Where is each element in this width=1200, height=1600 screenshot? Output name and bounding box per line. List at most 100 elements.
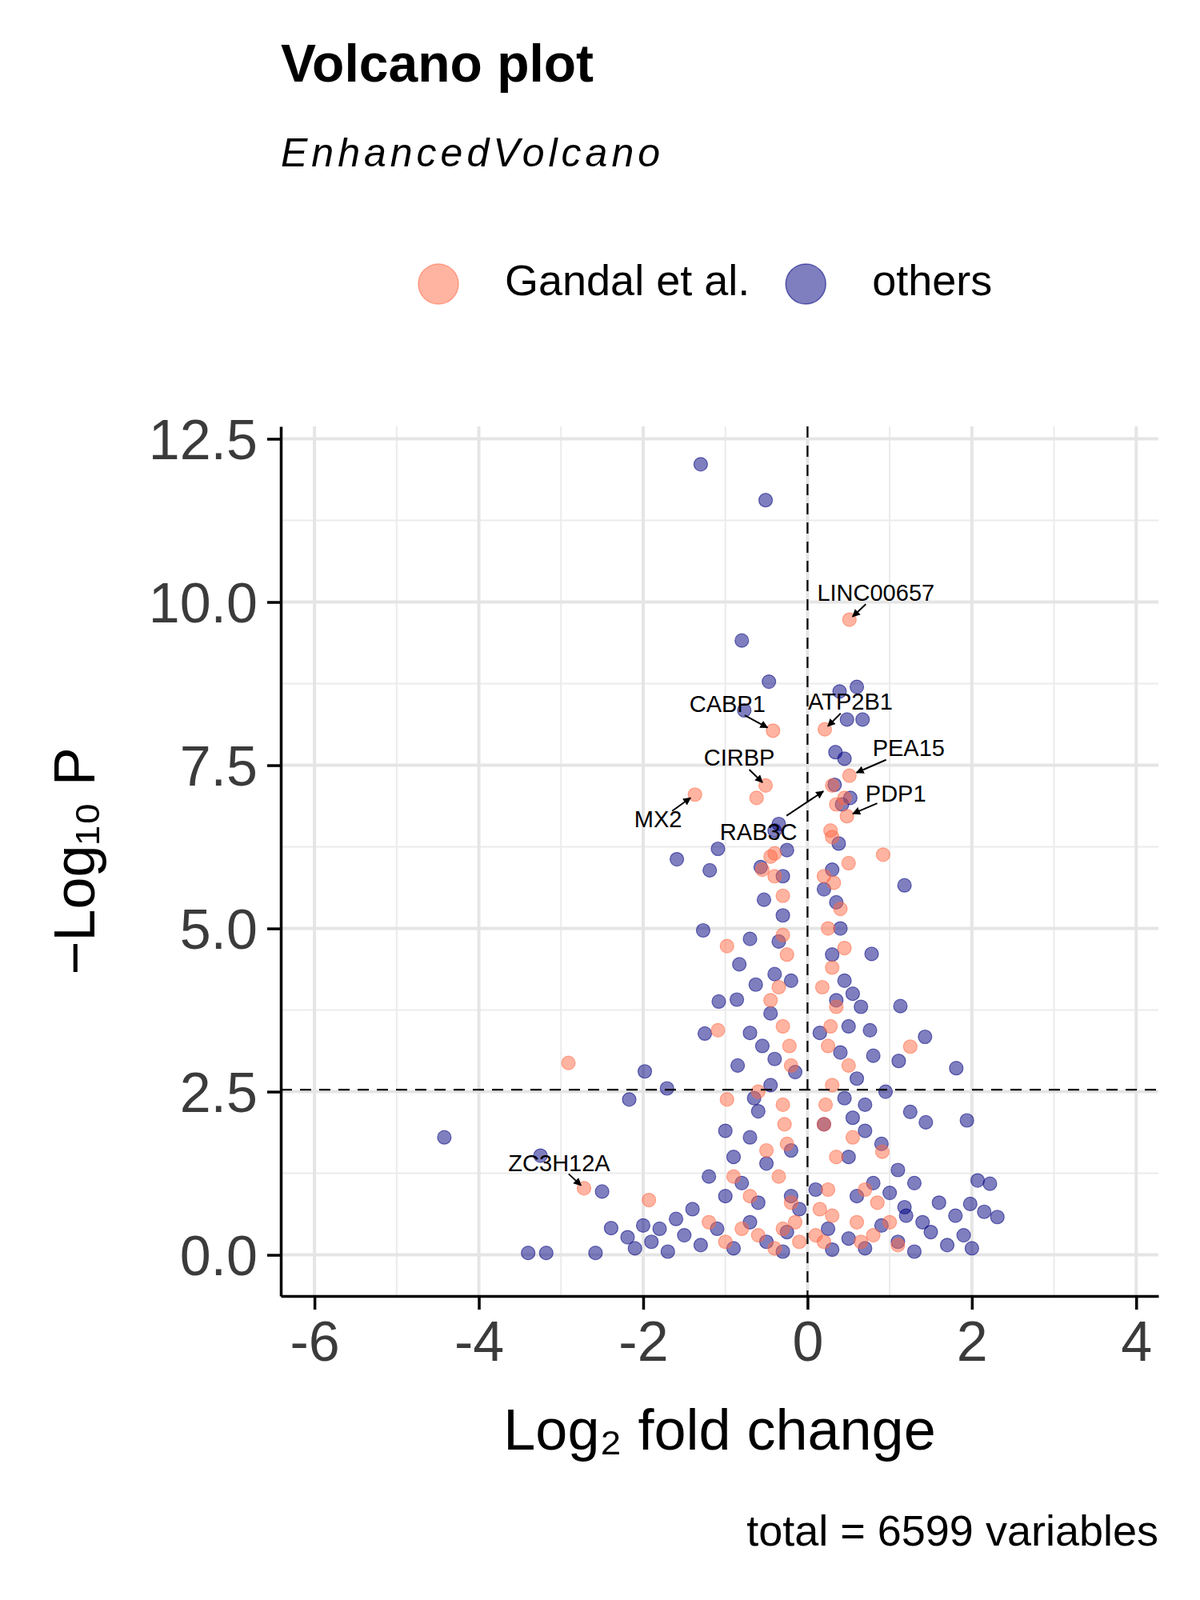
point [907,1244,921,1259]
point [784,1196,798,1210]
point [756,892,771,907]
point [604,1221,618,1236]
point [743,932,757,946]
point [866,1228,880,1243]
point [864,947,879,961]
grid-line-x [641,426,645,1296]
point [842,768,856,783]
point [718,1124,732,1138]
point [755,1039,769,1053]
point [718,1189,732,1204]
point [815,980,829,995]
point [883,1215,897,1229]
point [561,1056,576,1070]
annotations: LINC00657CABP1ATP2B1PEA15CIRBPPDP1RAB3CM… [508,580,945,1176]
tick-label: 0 [792,1310,824,1373]
point [825,830,840,844]
point [780,1136,794,1151]
cutoff-line-x [806,426,808,1296]
point [788,1215,802,1229]
minor-grid-line-y [280,520,1159,522]
point [780,843,794,857]
point [720,939,734,953]
point [730,992,744,1007]
point [916,1215,930,1229]
grid-line-y [280,600,1159,604]
tick-label: 4 [1120,1310,1152,1373]
minor-grid-line-x [888,426,891,1296]
legend-marker [418,264,459,304]
point [726,1150,740,1164]
tick-label: -2 [618,1310,668,1373]
annotation-label: CIRBP [704,744,776,771]
point [638,1064,652,1079]
minor-grid-line-y [280,1172,1159,1175]
point [768,1241,782,1256]
point [829,1000,844,1014]
point [903,1104,917,1119]
point [698,1026,712,1040]
tick: 0.0 [180,1224,281,1288]
point [854,1000,868,1014]
point [821,1039,836,1053]
point [854,1235,868,1249]
point [825,960,840,975]
point [863,1023,877,1037]
point [764,993,778,1008]
point [437,1130,452,1144]
point [841,856,856,870]
point [693,1238,708,1252]
point [776,1019,790,1033]
point [760,1156,774,1171]
point [759,493,773,508]
point [772,1169,786,1184]
point [702,1169,716,1184]
point [696,924,710,938]
point [827,876,841,890]
point [792,1235,807,1249]
point [858,1124,872,1138]
series-points [561,612,917,1256]
tick: -2 [618,1296,668,1373]
point [731,1058,745,1072]
legend: Gandal et al.others [418,256,992,304]
point [821,1221,836,1236]
point [748,977,763,992]
point [521,1246,536,1260]
chart: LINC00657CABP1ATP2B1PEA15CIRBPPDP1RAB3CM… [0,0,1200,1600]
point [825,948,840,962]
point [732,957,747,972]
point [755,863,769,877]
tick: 0 [792,1296,824,1373]
point [845,987,860,1001]
tick-mark [267,927,281,931]
tick-mark [267,1090,281,1094]
point [743,1130,757,1144]
point [693,457,708,472]
tick-mark [267,600,281,604]
point [932,1196,946,1210]
point [883,1186,897,1200]
point [956,1228,971,1243]
point [726,1169,740,1184]
point [837,941,852,956]
tick-mark [267,1253,281,1257]
tick-mark [971,1296,975,1310]
point [782,1039,796,1053]
point [712,994,726,1008]
point [644,1235,659,1249]
point [837,973,852,988]
point [777,1117,792,1132]
tick: 5.0 [180,898,281,961]
point [840,809,854,824]
point [670,852,684,867]
x-axis-title: Log₂ fold change [503,1397,936,1462]
tick-label: 5.0 [180,898,258,961]
tick: 4 [1120,1296,1152,1373]
point [766,724,780,738]
tick: -4 [454,1296,504,1373]
point [837,752,852,766]
point [858,1097,872,1112]
point [743,1026,757,1040]
point [764,849,778,864]
